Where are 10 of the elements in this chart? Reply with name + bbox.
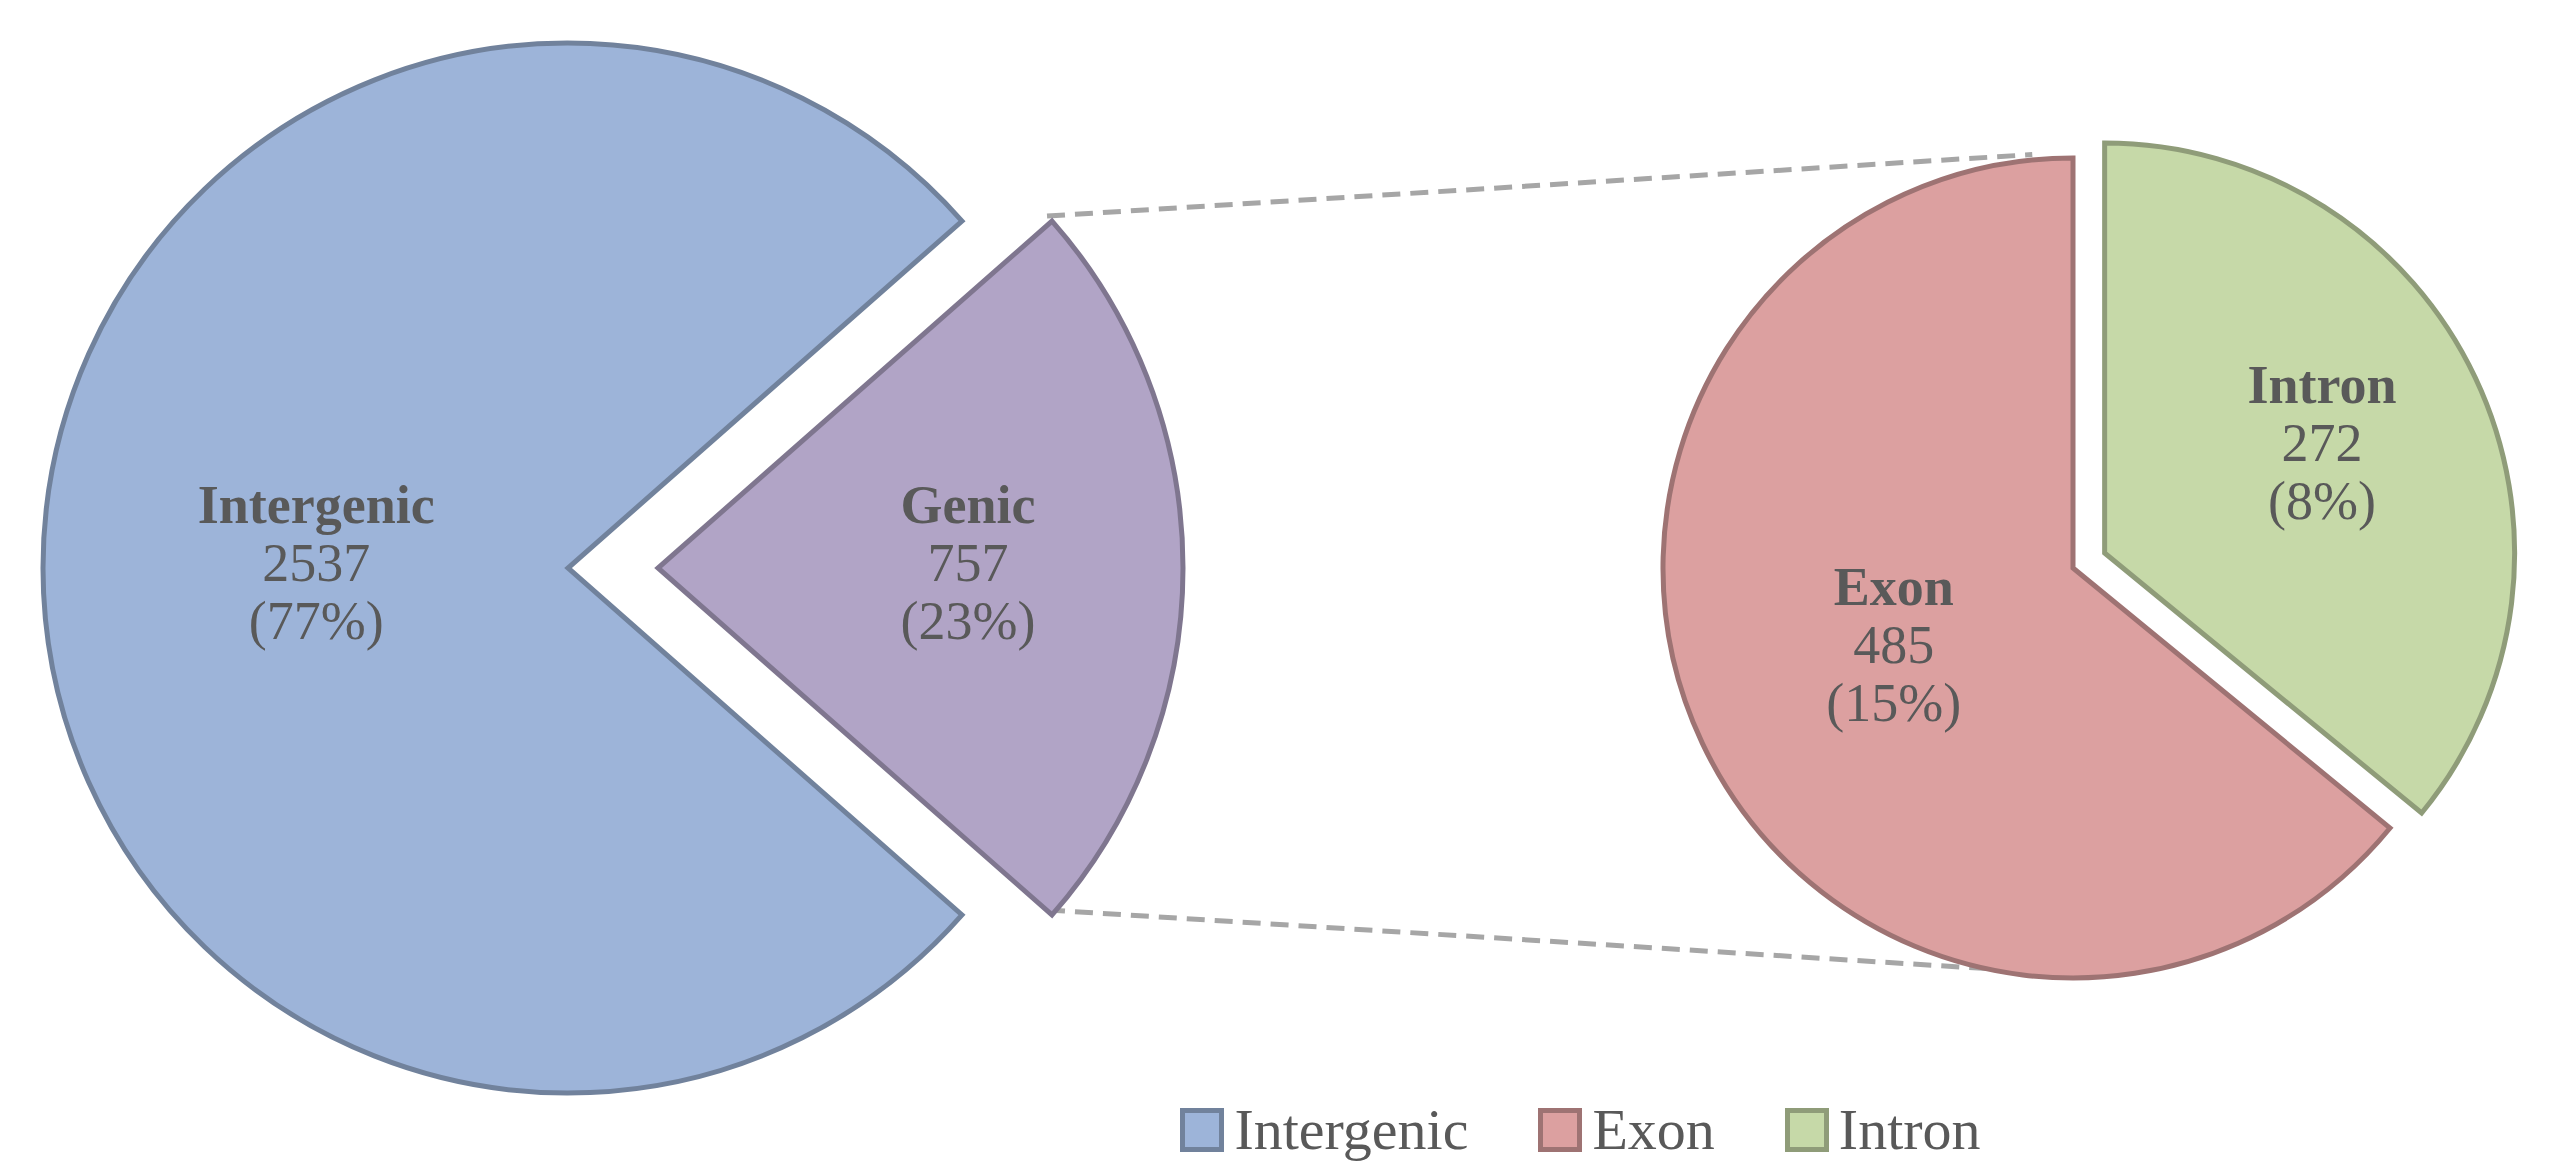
slice-label: Intergenic — [197, 475, 435, 535]
data-label: 757 (23%) — [900, 533, 1036, 651]
legend-label: Intergenic — [1234, 1097, 1469, 1162]
legend-label: Exon — [1592, 1097, 1715, 1162]
data-label: 272 (8%) — [2268, 412, 2376, 531]
legend-label: Intron — [1838, 1097, 1981, 1162]
slice-label: Genic — [900, 475, 1036, 535]
slice-label: Intron — [2247, 354, 2397, 415]
slice-label: Exon — [1833, 557, 1954, 618]
data-label: 485 (15%) — [1826, 615, 1962, 734]
